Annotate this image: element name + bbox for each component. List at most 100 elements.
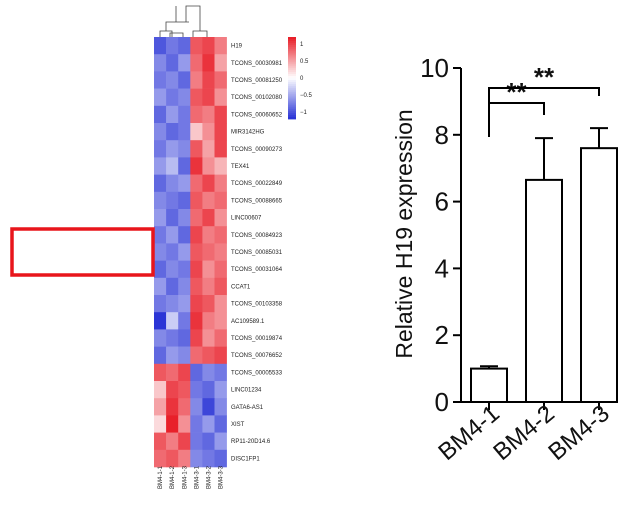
row-label: LINC01234 [231,388,262,394]
bar [525,178,563,403]
heatmap-cell [166,346,179,365]
heatmap-cell [202,415,215,433]
heatmap-cell [166,191,179,210]
heatmap-cell [166,226,179,244]
heatmap-cell [190,415,203,433]
heatmap-cell [178,449,191,468]
heatmap-cell [202,209,215,227]
scale-swatch [288,43,296,46]
row-label: TCONS_00102080 [231,95,283,101]
heatmap-cell [166,140,179,158]
heatmap-cell [202,174,215,193]
heatmap-cell [178,140,191,158]
heatmap-cell [178,432,191,451]
heatmap-cell [154,243,167,261]
scale-swatch [288,116,296,120]
heatmap-cell [154,277,167,296]
scale-swatch [288,104,296,108]
heatmap-cell [154,381,167,399]
scale-swatch [288,37,296,40]
heatmap-cell [190,123,203,141]
scale-swatch [288,108,296,112]
row-label: TCONS_00081250 [231,78,283,84]
significance-bracket [488,87,600,137]
heatmap-cell [190,191,203,210]
y-tick-label: 0 [435,387,449,417]
heatmap-cell [154,260,167,279]
row-label: TCONS_00103358 [231,302,283,308]
heatmap-cell [190,260,203,279]
scale-swatch [288,114,296,118]
heatmap-cell [178,157,191,175]
heatmap-cell [166,295,179,313]
column-label: BM4-3-1 [194,465,200,489]
heatmap-cell [202,191,215,210]
scale-swatch [288,57,296,60]
heatmap-cell [190,54,203,72]
y-tick-label: 10 [420,53,449,83]
heatmap-cell [178,312,191,330]
column-label: BM4-1-2 [170,465,176,489]
heatmap-cell [154,312,167,330]
heatmap-cell [166,449,179,468]
heatmap-cell [166,363,179,382]
row-label: TCONS_00088665 [231,198,283,204]
row-label: H19 [231,44,243,50]
scale-swatch [288,88,296,91]
heatmap-cell [214,88,227,107]
scale-swatch [288,53,296,56]
heatmap-cell [214,37,227,55]
scale-swatch [288,106,296,110]
highlight-box [10,227,155,277]
heatmap-cell [178,398,191,416]
scale-swatch [288,112,296,116]
scale-swatch [288,49,296,52]
row-label: TCONS_00022849 [231,181,283,187]
scale-swatch [288,65,296,69]
heatmap-cell [190,312,203,330]
heatmap-cell [154,209,167,227]
heatmap-cell [214,105,227,124]
heatmap-cell [202,140,215,158]
row-label: AC109589.1 [231,319,265,325]
heatmap-cell [178,277,191,296]
heatmap-cell [178,295,191,313]
heatmap-cell [214,432,227,451]
heatmap-cell [154,54,167,72]
scale-tick-label: 0.5 [300,59,309,65]
heatmap-cell [178,415,191,433]
heatmap-cell [214,277,227,296]
heatmap-cell [178,37,191,55]
heatmap-cell [202,226,215,244]
heatmap-cell [166,123,179,141]
significance-label: ** [534,62,555,92]
heatmap-cell [202,260,215,279]
heatmap-cell [202,432,215,451]
heatmap-cell [202,449,215,468]
heatmap-cell [154,295,167,313]
heatmap-cell [166,105,179,124]
heatmap-cell [214,174,227,193]
column-label: BM4-3-3 [219,465,225,489]
heatmap-cell [178,71,191,89]
heatmap-cell [190,295,203,313]
scale-tick-label: −0.5 [300,93,313,99]
heatmap-cell [166,243,179,261]
scale-swatch [288,100,296,103]
row-label: TEX41 [231,164,250,170]
scale-swatch [288,75,296,79]
scale-swatch [288,59,296,62]
scale-swatch [288,61,296,65]
heatmap-cell [154,398,167,416]
y-tick-label: 2 [435,320,449,350]
heatmap-cell [166,398,179,416]
heatmap-cells [154,37,227,468]
heatmap-cell [214,381,227,399]
heatmap-cell [154,174,167,193]
row-label: RP11-20D14.6 [231,439,271,445]
scale-swatch [288,84,296,87]
heatmap-cell [190,346,203,365]
column-label: BM4-1-3 [182,465,188,489]
heatmap-cell [190,449,203,468]
